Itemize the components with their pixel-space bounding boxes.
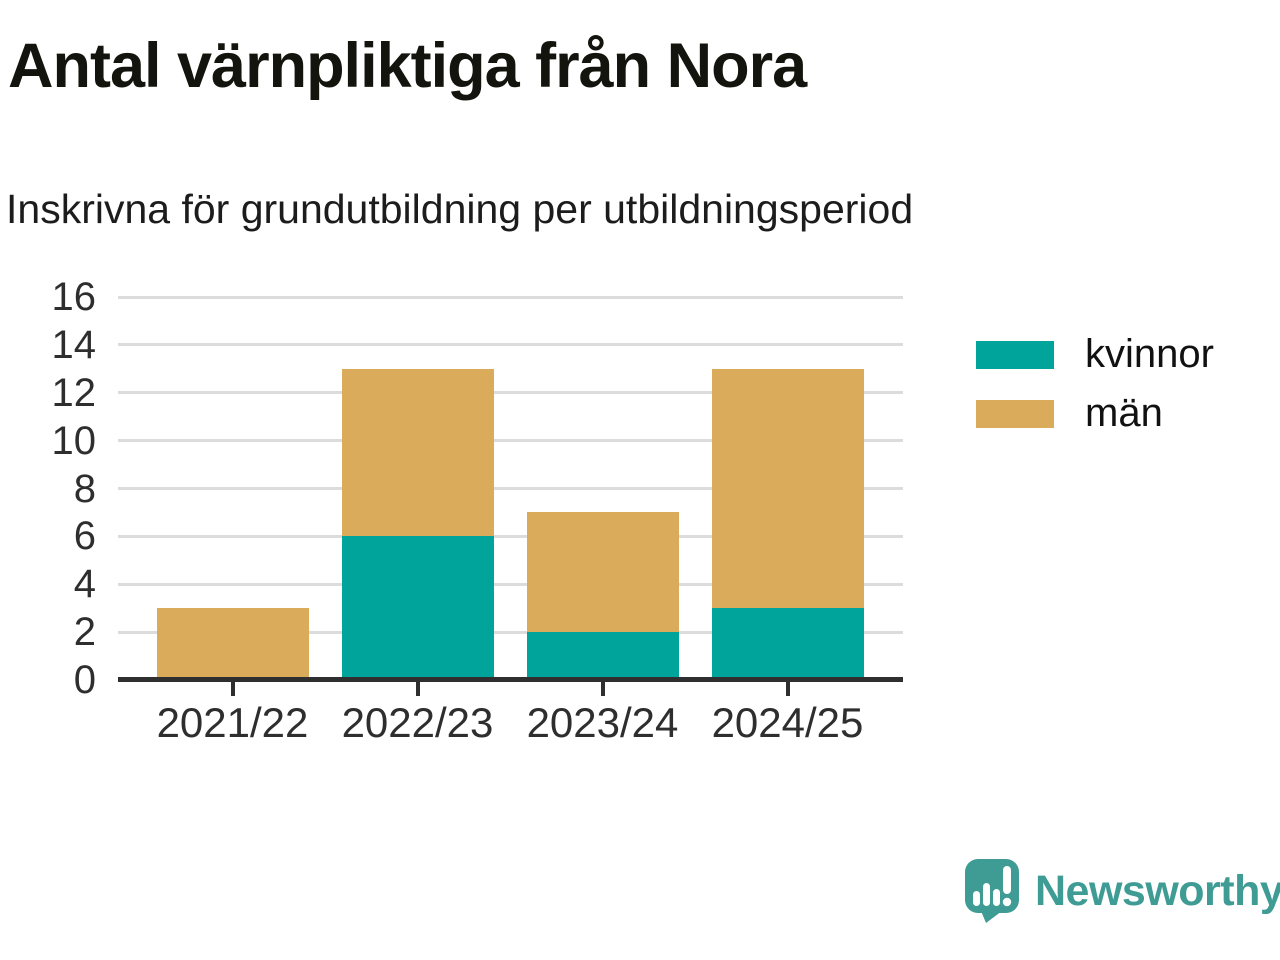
gridline-14: [118, 343, 903, 347]
x-axis-tick-label: 2024/25: [711, 699, 864, 746]
y-axis-tick-label: 12: [51, 370, 97, 415]
y-axis-tick-label: 4: [73, 562, 96, 607]
gridline-10: [118, 439, 903, 443]
y-axis-tick-label: 14: [51, 322, 97, 367]
gridline-8: [118, 487, 903, 490]
bar-segment-män-2023/24: [526, 512, 679, 633]
newsworthy-logo-icon: [965, 859, 1019, 923]
x-axis-tick-label: 2023/24: [526, 699, 679, 746]
x-axis-tick-label: 2021/22: [156, 699, 309, 746]
bar-segment-män-2024/25: [711, 368, 864, 609]
gridline-2: [118, 630, 903, 634]
bar-segment-män-2022/23: [341, 368, 494, 537]
legend-label-män: män: [1085, 391, 1163, 435]
gridline-4: [118, 582, 903, 586]
gridline-16: [118, 295, 903, 299]
chart-subtitle: Inskrivna för grundutbildning per utbild…: [6, 186, 914, 232]
x-axis-tick: [415, 681, 420, 696]
gridline-12: [118, 391, 903, 395]
bar-segment-kvinnor-2023/24: [526, 632, 679, 680]
legend-swatch-män: [976, 399, 1054, 428]
bar-segment-kvinnor-2022/23: [341, 536, 494, 680]
bar-segment-män-2021/22: [156, 608, 309, 680]
y-axis-tick-label: 6: [73, 514, 96, 559]
x-axis-tick-label: 2022/23: [341, 699, 494, 746]
x-axis-tick: [230, 681, 235, 696]
legend-swatch-kvinnor: [976, 340, 1054, 369]
y-axis-tick-label: 8: [73, 466, 96, 511]
legend-item-kvinnor: kvinnor: [976, 332, 1214, 376]
y-axis-tick-label: 2: [73, 610, 96, 655]
newsworthy-logo-text: Newsworthy: [1035, 866, 1280, 915]
y-axis-tick-label: 16: [51, 275, 97, 319]
legend-label-kvinnor: kvinnor: [1085, 332, 1214, 376]
x-axis-line: [118, 677, 903, 682]
x-axis-tick: [600, 681, 605, 696]
newsworthy-logo: Newsworthy: [962, 858, 1280, 924]
legend-item-män: män: [976, 391, 1214, 435]
y-axis-tick-label: 10: [51, 418, 97, 463]
chart-title: Antal värnpliktiga från Nora: [8, 31, 807, 101]
bar-segment-kvinnor-2024/25: [711, 608, 864, 680]
y-axis-tick-label: 0: [73, 658, 96, 702]
x-axis-tick: [785, 681, 790, 696]
gridline-6: [118, 534, 903, 538]
legend: kvinnor män: [976, 332, 1214, 452]
